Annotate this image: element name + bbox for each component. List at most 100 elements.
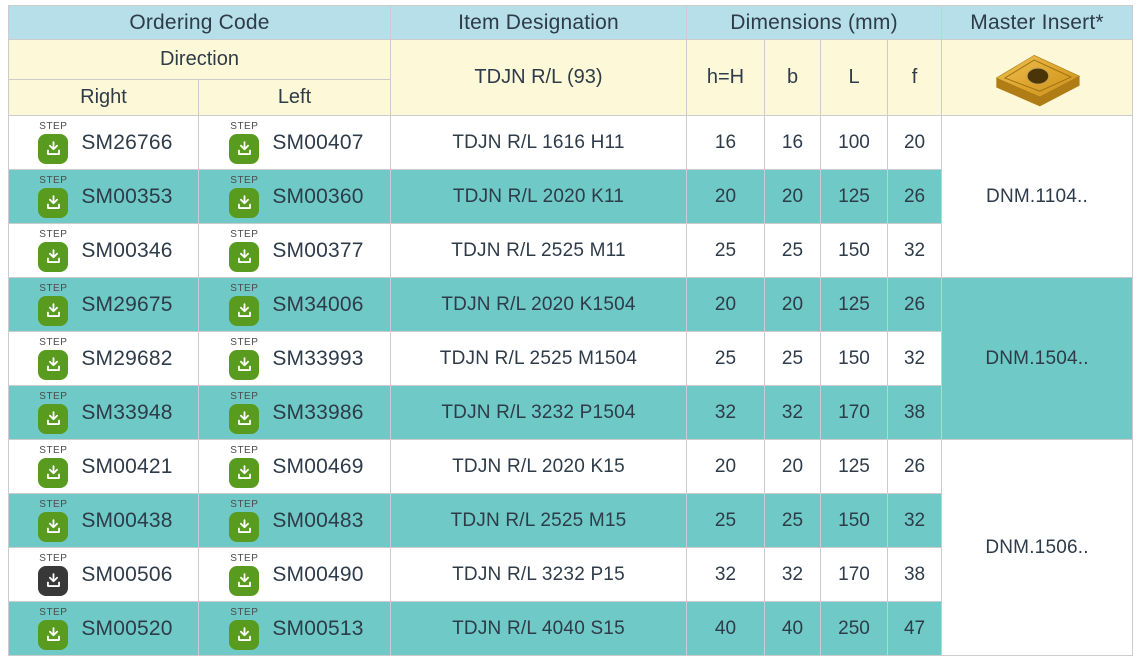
dimension-L-cell: 125: [820, 169, 888, 224]
ordering-code-text: SM00353: [81, 184, 173, 208]
master-insert-image-cell: [941, 39, 1134, 116]
table-row: STEP SM00506 STEP SM00490 TDJN R/L 3232 P15 3…: [8, 547, 1133, 602]
ordering-code-text: SM00377: [272, 238, 364, 262]
left-ordering-code-cell: STEP SM00360: [198, 169, 391, 224]
step-download-icon[interactable]: [38, 187, 69, 218]
header-dim-l: L: [820, 39, 888, 116]
table-row: STEP SM29675 STEP SM34006 TDJN R/L 2020 K150…: [8, 277, 1134, 440]
ordering-code-text: SM33986: [272, 400, 364, 424]
header-left: Left: [198, 79, 391, 116]
dimension-h-cell: 20: [686, 439, 765, 494]
dimension-f-cell: 38: [886, 385, 943, 440]
left-ordering-code-cell: STEP SM00377: [198, 223, 391, 278]
master-insert-image: [995, 54, 1081, 106]
step-download-icon[interactable]: [38, 295, 69, 326]
item-designation-cell: TDJN R/L 2020 K11: [390, 169, 687, 224]
product-table: Ordering Code Item Designation Dimension…: [8, 5, 1134, 656]
dimension-f-cell: 20: [886, 115, 943, 170]
dimension-f-cell: 26: [886, 169, 943, 224]
dimension-L-cell: 170: [820, 547, 888, 602]
dimension-b-cell: 40: [764, 601, 821, 656]
step-download-icon[interactable]: [229, 511, 260, 542]
header-dim-f: f: [886, 39, 943, 116]
dimension-b-cell: 20: [764, 277, 821, 332]
step-format-label: STEP: [230, 606, 259, 618]
step-download-icon[interactable]: [38, 349, 69, 380]
step-download-icon[interactable]: [38, 511, 69, 542]
dimension-h-cell: 20: [686, 169, 765, 224]
step-format-label: STEP: [39, 444, 68, 456]
left-ordering-code-cell: STEP SM00407: [198, 115, 391, 170]
right-ordering-code-cell: STEP SM26766: [8, 115, 199, 170]
header-dim-h: h=H: [686, 39, 765, 116]
dimension-b-cell: 16: [764, 115, 821, 170]
ordering-code-text: SM00407: [272, 130, 364, 154]
step-download-icon[interactable]: [229, 349, 260, 380]
left-ordering-code-cell: STEP SM00483: [198, 493, 391, 548]
dimension-h-cell: 32: [686, 547, 765, 602]
step-download-icon[interactable]: [38, 403, 69, 434]
left-ordering-code-cell: STEP SM00490: [198, 547, 391, 602]
item-designation-cell: TDJN R/L 4040 S15: [390, 601, 687, 656]
step-download-icon[interactable]: [229, 295, 260, 326]
step-download-icon[interactable]: [229, 133, 260, 164]
ordering-code-text: SM00346: [81, 238, 173, 262]
step-download-icon[interactable]: [38, 457, 69, 488]
item-designation-cell: TDJN R/L 2525 M15: [390, 493, 687, 548]
step-download-icon[interactable]: [229, 403, 260, 434]
right-ordering-code-cell: STEP SM00506: [8, 547, 199, 602]
right-ordering-code-cell: STEP SM29682: [8, 331, 199, 386]
step-format-label: STEP: [230, 444, 259, 456]
dimension-L-cell: 170: [820, 385, 888, 440]
dimension-f-cell: 38: [886, 547, 943, 602]
right-ordering-code-cell: STEP SM00421: [8, 439, 199, 494]
step-download-icon[interactable]: [229, 457, 260, 488]
dimension-L-cell: 250: [820, 601, 888, 656]
step-format-label: STEP: [39, 120, 68, 132]
ordering-code-text: SM00506: [81, 562, 173, 586]
step-format-label: STEP: [39, 498, 68, 510]
step-format-label: STEP: [39, 390, 68, 402]
table-row: STEP SM00520 STEP SM00513 TDJN R/L 4040 S15 4…: [8, 601, 1133, 656]
header-ordering-code: Ordering Code: [8, 5, 391, 40]
dimension-b-cell: 20: [764, 439, 821, 494]
header-dimensions: Dimensions (mm): [685, 5, 943, 40]
step-format-label: STEP: [39, 282, 68, 294]
left-ordering-code-cell: STEP SM00469: [198, 439, 391, 494]
left-ordering-code-cell: STEP SM33986: [198, 385, 391, 440]
dimension-L-cell: 150: [820, 493, 888, 548]
header-right: Right: [8, 79, 199, 116]
item-designation-cell: TDJN R/L 2525 M1504: [390, 331, 687, 386]
step-download-icon[interactable]: [38, 619, 69, 650]
ordering-code-text: SM00483: [272, 508, 364, 532]
table-row: STEP SM00438 STEP SM00483 TDJN R/L 2525 M15 2…: [8, 493, 1133, 548]
step-download-icon[interactable]: [229, 619, 260, 650]
dimension-b-cell: 25: [764, 493, 821, 548]
step-format-label: STEP: [39, 336, 68, 348]
dimension-f-cell: 32: [886, 331, 943, 386]
step-download-icon[interactable]: [38, 133, 69, 164]
step-download-icon[interactable]: [229, 187, 260, 218]
step-download-icon[interactable]: [229, 565, 260, 596]
ordering-code-text: SM00520: [81, 616, 173, 640]
item-designation-cell: TDJN R/L 1616 H11: [390, 115, 687, 170]
dimension-h-cell: 32: [686, 385, 765, 440]
step-download-icon[interactable]: [229, 241, 260, 272]
step-download-icon[interactable]: [38, 241, 69, 272]
dimension-b-cell: 25: [764, 223, 821, 278]
right-ordering-code-cell: STEP SM33948: [8, 385, 199, 440]
step-format-label: STEP: [39, 606, 68, 618]
item-designation-cell: TDJN R/L 3232 P15: [390, 547, 687, 602]
master-insert-cell: DNM.1504..: [941, 277, 1134, 440]
header-dim-b: b: [764, 39, 821, 116]
step-download-icon[interactable]: [38, 565, 69, 596]
dimension-b-cell: 20: [764, 169, 821, 224]
left-ordering-code-cell: STEP SM33993: [198, 331, 391, 386]
ordering-code-text: SM00360: [272, 184, 364, 208]
step-format-label: STEP: [39, 174, 68, 186]
left-ordering-code-cell: STEP SM00513: [198, 601, 391, 656]
item-designation-cell: TDJN R/L 2020 K15: [390, 439, 687, 494]
step-format-label: STEP: [230, 228, 259, 240]
table-row: STEP SM00421 STEP SM00469 TDJN R/L 2020 K15 2…: [8, 439, 1134, 656]
ordering-code-text: SM29675: [81, 292, 173, 316]
